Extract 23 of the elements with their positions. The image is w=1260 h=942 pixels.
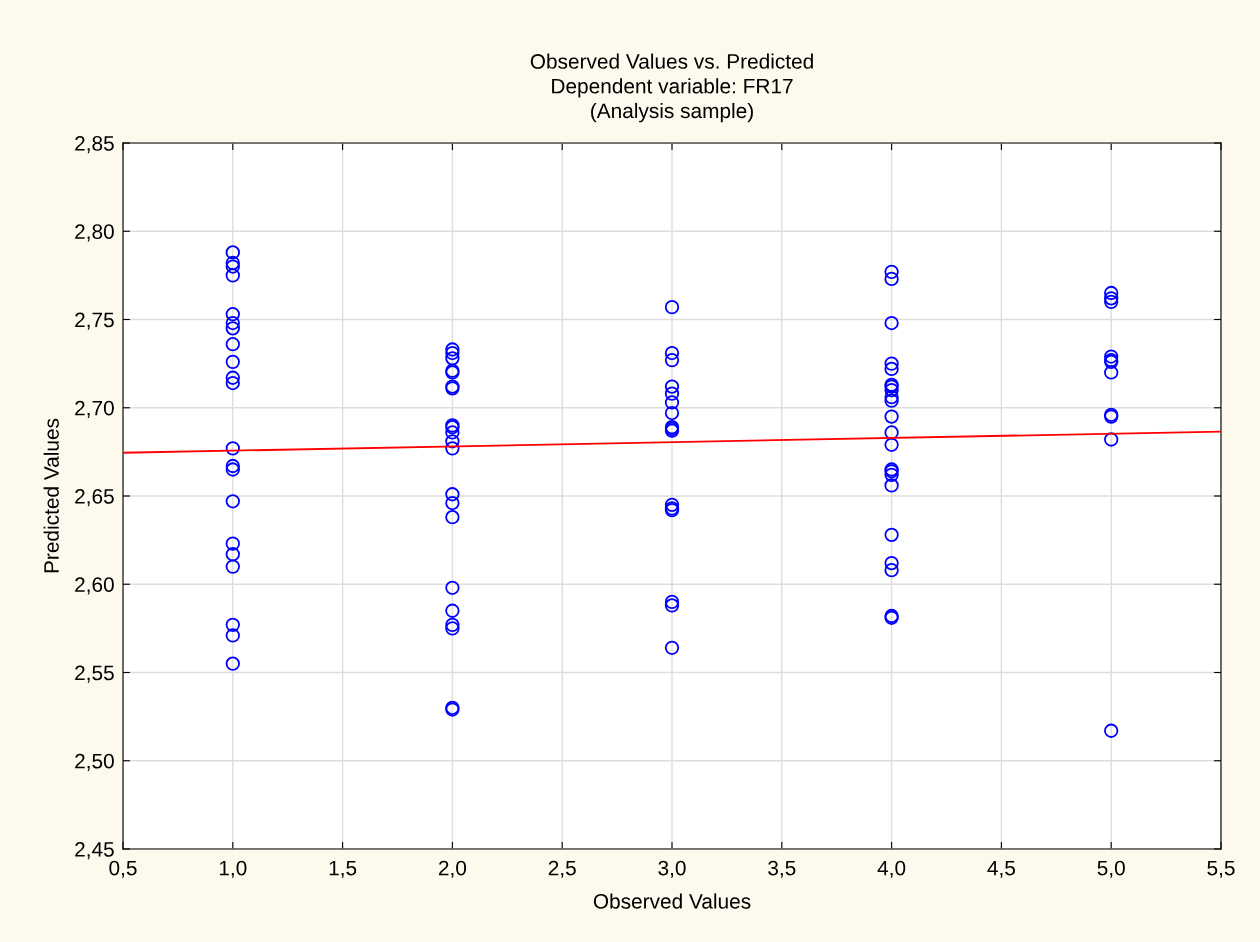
x-tick-label: 3,0 — [658, 860, 686, 878]
x-tick-label: 0,5 — [109, 860, 137, 878]
x-tick-label: 2,0 — [438, 860, 467, 878]
y-tick-label: 2,85 — [75, 136, 114, 154]
x-tick-label: 4,5 — [987, 860, 1016, 878]
x-tick-label: 5,5 — [1207, 860, 1235, 878]
y-tick-label: 2,80 — [75, 224, 114, 242]
x-tick-label: 4,0 — [877, 860, 906, 878]
y-tick-label: 2,55 — [75, 665, 114, 683]
chart-title: Observed Values vs. Predicted Dependent variable: FR17 (Analysis sample) — [530, 53, 813, 123]
y-axis-title: Predicted Values — [43, 418, 59, 573]
y-tick-label: 2,45 — [75, 842, 114, 860]
y-tick-label: 2,75 — [75, 312, 114, 330]
x-tick-label: 1,0 — [219, 860, 247, 878]
y-tick-label: 2,50 — [75, 753, 114, 771]
y-tick-label: 2,65 — [75, 489, 114, 507]
y-tick-label: 2,70 — [75, 400, 114, 418]
x-tick-label: 5,0 — [1097, 860, 1125, 878]
y-tick-label: 2,60 — [75, 577, 114, 595]
x-tick-label: 1,5 — [329, 860, 357, 878]
x-axis-title: Observed Values — [593, 893, 751, 909]
x-tick-label: 3,5 — [768, 860, 796, 878]
x-tick-label: 2,5 — [548, 860, 576, 878]
